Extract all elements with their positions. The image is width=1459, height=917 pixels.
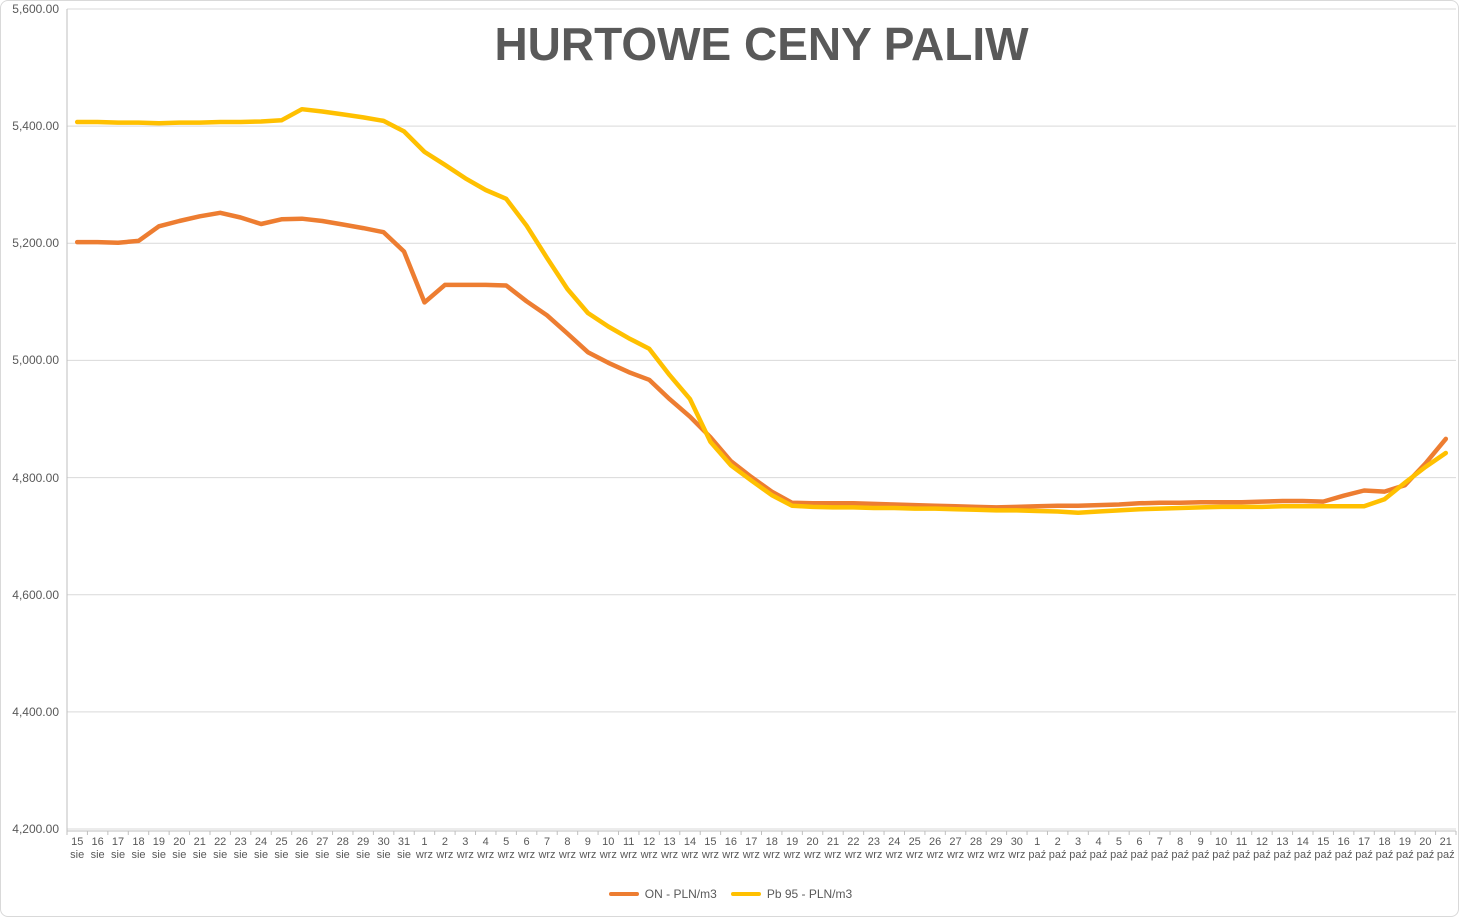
x-tick-label: 16 sie — [90, 836, 105, 861]
x-tick-label: 4 wrz — [477, 836, 495, 861]
x-tick-label: 17 wrz — [742, 836, 760, 861]
x-tick-label: 17 sie — [111, 836, 126, 861]
x-tick-label: 23 sie — [233, 836, 248, 861]
x-tick-label: 29 sie — [356, 836, 371, 861]
x-tick-label: 2 wrz — [436, 836, 454, 861]
x-tick-label: 13 wrz — [661, 836, 679, 861]
x-tick-label: 30 sie — [376, 836, 391, 861]
y-tick-label: 4,600.00 — [12, 587, 59, 602]
y-tick-label: 4,400.00 — [12, 704, 59, 719]
y-tick-label: 5,400.00 — [12, 119, 59, 134]
x-tick-label: 20 sie — [172, 836, 187, 861]
on-series-swatch — [608, 892, 639, 896]
x-tick-label: 6 wrz — [518, 836, 536, 861]
x-tick-label: 15 paź — [1314, 836, 1333, 861]
x-tick-label: 3 wrz — [456, 836, 474, 861]
x-tick-label: 10 wrz — [599, 836, 617, 861]
x-tick-label: 27 wrz — [946, 836, 965, 861]
x-tick-label: 21 wrz — [824, 836, 842, 861]
x-tick-label: 20 wrz — [804, 836, 822, 861]
x-tick-label: 18 wrz — [763, 836, 781, 861]
x-tick-label: 11 wrz — [620, 836, 638, 861]
x-tick-label: 22 sie — [213, 836, 228, 861]
x-tick-label: 26 wrz — [926, 836, 944, 861]
x-tick-label: 28 wrz — [967, 836, 985, 861]
legend-item-pb95[interactable]: Pb 95 - PLN/m3 — [730, 887, 853, 901]
x-tick-label: 19 paź — [1396, 836, 1414, 861]
legend-item-on[interactable]: ON - PLN/m3 — [608, 887, 717, 901]
y-tick-label: 5,000.00 — [12, 353, 59, 368]
x-tick-label: 26 sie — [294, 836, 309, 861]
x-tick-label: 5 wrz — [497, 836, 515, 861]
x-tick-label: 14 wrz — [681, 836, 699, 861]
x-tick-label: 30 wrz — [1008, 836, 1026, 861]
x-tick-label: 14 paź — [1293, 836, 1312, 861]
x-tick-label: 19 wrz — [783, 836, 801, 861]
legend-label-on: ON - PLN/m3 — [644, 887, 717, 901]
x-tick-label: 1 wrz — [415, 836, 434, 861]
x-tick-label: 2 paź — [1048, 836, 1067, 861]
series-line-pb95 — [74, 106, 1449, 515]
x-tick-label: 20 paź — [1416, 836, 1435, 861]
x-tick-label: 4 paź — [1089, 836, 1108, 861]
x-tick-label: 18 paź — [1375, 836, 1394, 861]
x-tick-label: 25 sie — [274, 836, 289, 861]
x-tick-label: 31 sie — [396, 836, 412, 861]
x-tick-label: 21 sie — [192, 836, 207, 861]
legend-label-pb95: Pb 95 - PLN/m3 — [766, 887, 853, 901]
x-tick-label: 1 paź — [1028, 836, 1047, 861]
x-tick-label: 16 wrz — [722, 836, 740, 861]
chart-title: HURTOWE CENY PALIW — [494, 18, 1029, 70]
x-tick-label: 8 paź — [1171, 836, 1190, 861]
x-tick-label: 9 wrz — [579, 836, 597, 861]
x-tick-label: 10 paź — [1212, 836, 1230, 861]
y-tick-label: 5,200.00 — [12, 236, 59, 251]
x-tick-label: 8 wrz — [558, 836, 576, 861]
pb95-series-swatch — [730, 892, 761, 896]
x-tick-label: 18 sie — [131, 836, 146, 861]
x-tick-label: 7 wrz — [538, 836, 556, 861]
legend: ON - PLN/m3 Pb 95 - PLN/m3 — [1, 887, 1458, 901]
x-tick-label: 17 paź — [1355, 836, 1373, 861]
x-tick-label: 21 paź — [1436, 836, 1455, 861]
x-tick-label: 12 wrz — [640, 836, 658, 861]
x-tick-label: 15 sie — [70, 836, 85, 861]
x-tick-label: 6 paź — [1130, 836, 1149, 861]
x-tick-label: 22 wrz — [844, 836, 862, 861]
x-tick-label: 16 paź — [1334, 836, 1353, 861]
x-tick-label: 29 wrz — [987, 836, 1005, 861]
x-tick-label: 5 paź — [1110, 836, 1128, 861]
y-tick-label: 5,600.00 — [12, 2, 59, 16]
x-tick-label: 28 sie — [335, 836, 350, 861]
x-tick-label: 7 paź — [1150, 836, 1169, 861]
x-tick-label: 23 wrz — [865, 836, 883, 861]
y-tick-label: 4,200.00 — [12, 822, 59, 836]
x-tick-label: 15 wrz — [701, 836, 719, 861]
x-tick-label: 24 wrz — [885, 836, 903, 861]
x-tick-label: 11 paź — [1232, 836, 1251, 861]
x-tick-label: 3 paź — [1069, 836, 1087, 861]
x-tick-label: 13 paź — [1273, 836, 1292, 861]
x-tick-label: 24 sie — [254, 836, 269, 861]
y-tick-label: 4,800.00 — [12, 470, 59, 485]
series-line-on — [74, 210, 1449, 510]
x-tick-label: 12 paź — [1253, 836, 1271, 861]
x-tick-label: 19 sie — [151, 836, 166, 861]
x-tick-label: 25 wrz — [906, 836, 924, 861]
x-tick-label: 9 paź — [1191, 836, 1210, 861]
x-tick-label: 27 sie — [315, 836, 330, 861]
